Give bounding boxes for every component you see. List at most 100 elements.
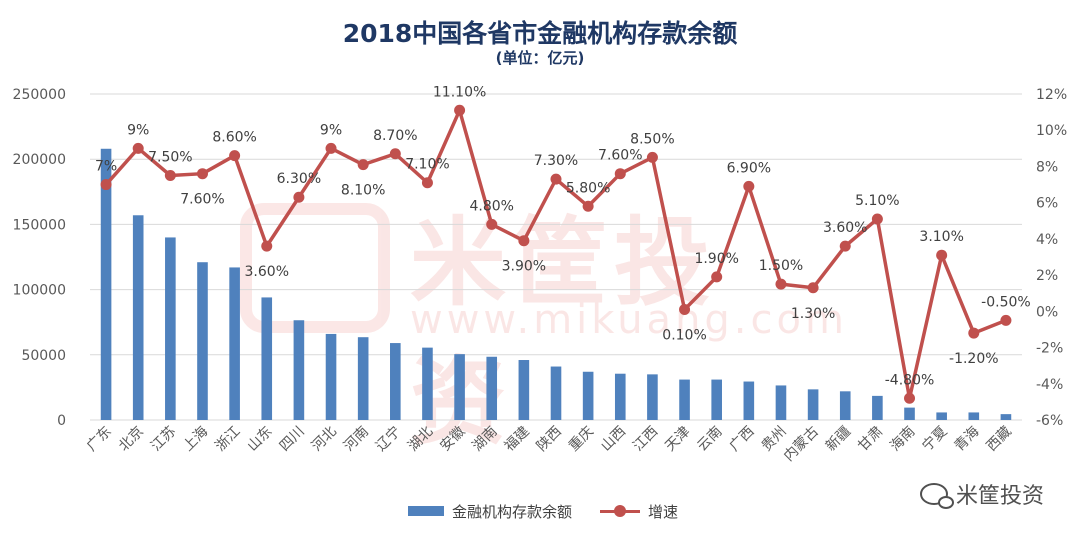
growth-data-label: 7.60% [180, 192, 224, 208]
growth-point-广东 [100, 179, 112, 191]
x-tick-label: 福建 [502, 424, 533, 455]
growth-data-label: 1.90% [694, 251, 738, 267]
bar-西藏 [1000, 414, 1012, 420]
growth-point-湖北 [421, 177, 433, 189]
growth-point-甘肃 [871, 213, 883, 225]
x-tick-label: 陕西 [534, 424, 565, 455]
bar-海南 [904, 407, 915, 420]
bar-甘肃 [872, 395, 883, 420]
growth-point-江西 [646, 151, 658, 163]
growth-data-label: 1.50% [759, 258, 803, 274]
growth-data-label: 1.30% [791, 306, 835, 322]
bar-广西 [743, 381, 755, 420]
legend-line-swatch [600, 504, 641, 517]
growth-point-河南 [357, 159, 369, 171]
y-left-tick-label: 250000 [13, 87, 66, 103]
growth-data-label: 4.80% [469, 198, 513, 214]
x-tick-label: 甘肃 [855, 424, 886, 455]
bar-山西 [614, 373, 626, 420]
y-right-tick-label: 0% [1036, 304, 1058, 320]
y-right-tick-label: 10% [1036, 123, 1067, 139]
bar-北京 [132, 215, 144, 420]
x-tick-label: 辽宁 [372, 423, 404, 455]
growth-data-label: -0.50% [981, 294, 1031, 310]
growth-point-天津 [679, 304, 691, 316]
growth-point-陕西 [550, 173, 562, 185]
x-tick-label: 浙江 [212, 424, 243, 455]
x-tick-label: 海南 [887, 424, 918, 455]
chart-subtitle: (单位：亿元) [495, 49, 585, 67]
x-tick-label: 江苏 [148, 424, 179, 455]
bar-河北 [325, 333, 337, 420]
y-left-tick-label: 50000 [21, 348, 66, 364]
bar-内蒙古 [807, 389, 819, 420]
x-tick-label: 重庆 [566, 424, 597, 455]
bar-宁夏 [936, 412, 947, 420]
x-tick-label: 安徽 [437, 424, 468, 455]
growth-data-label: -1.20% [949, 351, 999, 367]
growth-point-江苏 [164, 170, 176, 181]
x-tick-label: 四川 [277, 424, 308, 455]
bar-河南 [357, 337, 369, 420]
growth-point-辽宁 [389, 148, 401, 160]
x-tick-label: 北京 [116, 424, 147, 455]
bar-山东 [261, 297, 273, 420]
x-tick-label: 广东 [84, 424, 115, 455]
growth-point-北京 [132, 142, 144, 154]
x-tick-label: 河南 [341, 424, 372, 455]
growth-data-label: 3.10% [919, 229, 963, 245]
growth-point-山东 [261, 240, 273, 252]
bar-青海 [968, 412, 980, 420]
x-tick-label: 江西 [630, 424, 661, 455]
bar-江苏 [165, 237, 176, 420]
legend-label-deposit: 金融机构存款余额 [452, 502, 573, 521]
growth-data-label: 7.50% [148, 150, 192, 166]
growth-point-西藏 [1000, 314, 1012, 326]
growth-data-label: 11.10% [433, 84, 486, 100]
growth-data-label: 6.90% [727, 160, 771, 176]
y-left-tick-label: 200000 [13, 152, 66, 168]
growth-point-内蒙古 [807, 282, 819, 294]
growth-point-云南 [711, 271, 723, 283]
growth-data-label: 5.80% [566, 180, 610, 196]
bar-福建 [518, 360, 530, 420]
growth-data-label: 3.90% [502, 259, 546, 275]
growth-data-label: 5.10% [855, 193, 899, 209]
growth-data-label: -4.80% [885, 372, 935, 388]
growth-point-新疆 [839, 240, 851, 252]
x-tick-label: 宁夏 [919, 423, 951, 455]
bar-浙江 [229, 267, 240, 420]
growth-data-label: 8.70% [373, 128, 417, 144]
growth-point-安徽 [454, 104, 466, 116]
growth-point-广西 [743, 180, 755, 192]
bar-四川 [293, 320, 305, 420]
watermark: 米筐投资 www.mikuang.com [240, 185, 844, 458]
x-tick-label: 山东 [244, 424, 275, 455]
growth-data-label: 3.60% [245, 264, 289, 280]
legend: 金融机构存款余额 增速 [408, 499, 706, 523]
x-tick-label: 湖南 [469, 424, 500, 455]
bar-湖北 [422, 347, 433, 420]
bar-辽宁 [390, 343, 401, 420]
growth-point-重庆 [582, 200, 594, 212]
bar-广东 [100, 148, 112, 420]
growth-data-label: 0.10% [662, 328, 706, 344]
x-tick-label: 河北 [309, 424, 340, 455]
watermark-url: www.mikuang.com [410, 297, 848, 343]
x-tick-label: 广西 [727, 424, 758, 455]
growth-data-label: 7.60% [598, 148, 642, 164]
growth-data-label: 8.10% [341, 183, 385, 199]
y-right-tick-label: -6% [1036, 413, 1063, 429]
growth-data-label: 8.60% [212, 130, 256, 146]
growth-point-湖南 [486, 218, 498, 230]
y-right-tick-label: 12% [1036, 87, 1067, 103]
growth-point-四川 [293, 191, 305, 203]
growth-data-label: 9% [320, 122, 342, 138]
x-tick-label: 新疆 [823, 424, 854, 455]
growth-data-label: 9% [127, 122, 149, 138]
bar-贵州 [775, 385, 787, 420]
bar-上海 [197, 262, 208, 420]
growth-point-福建 [518, 235, 530, 247]
bar-湖南 [486, 356, 498, 420]
